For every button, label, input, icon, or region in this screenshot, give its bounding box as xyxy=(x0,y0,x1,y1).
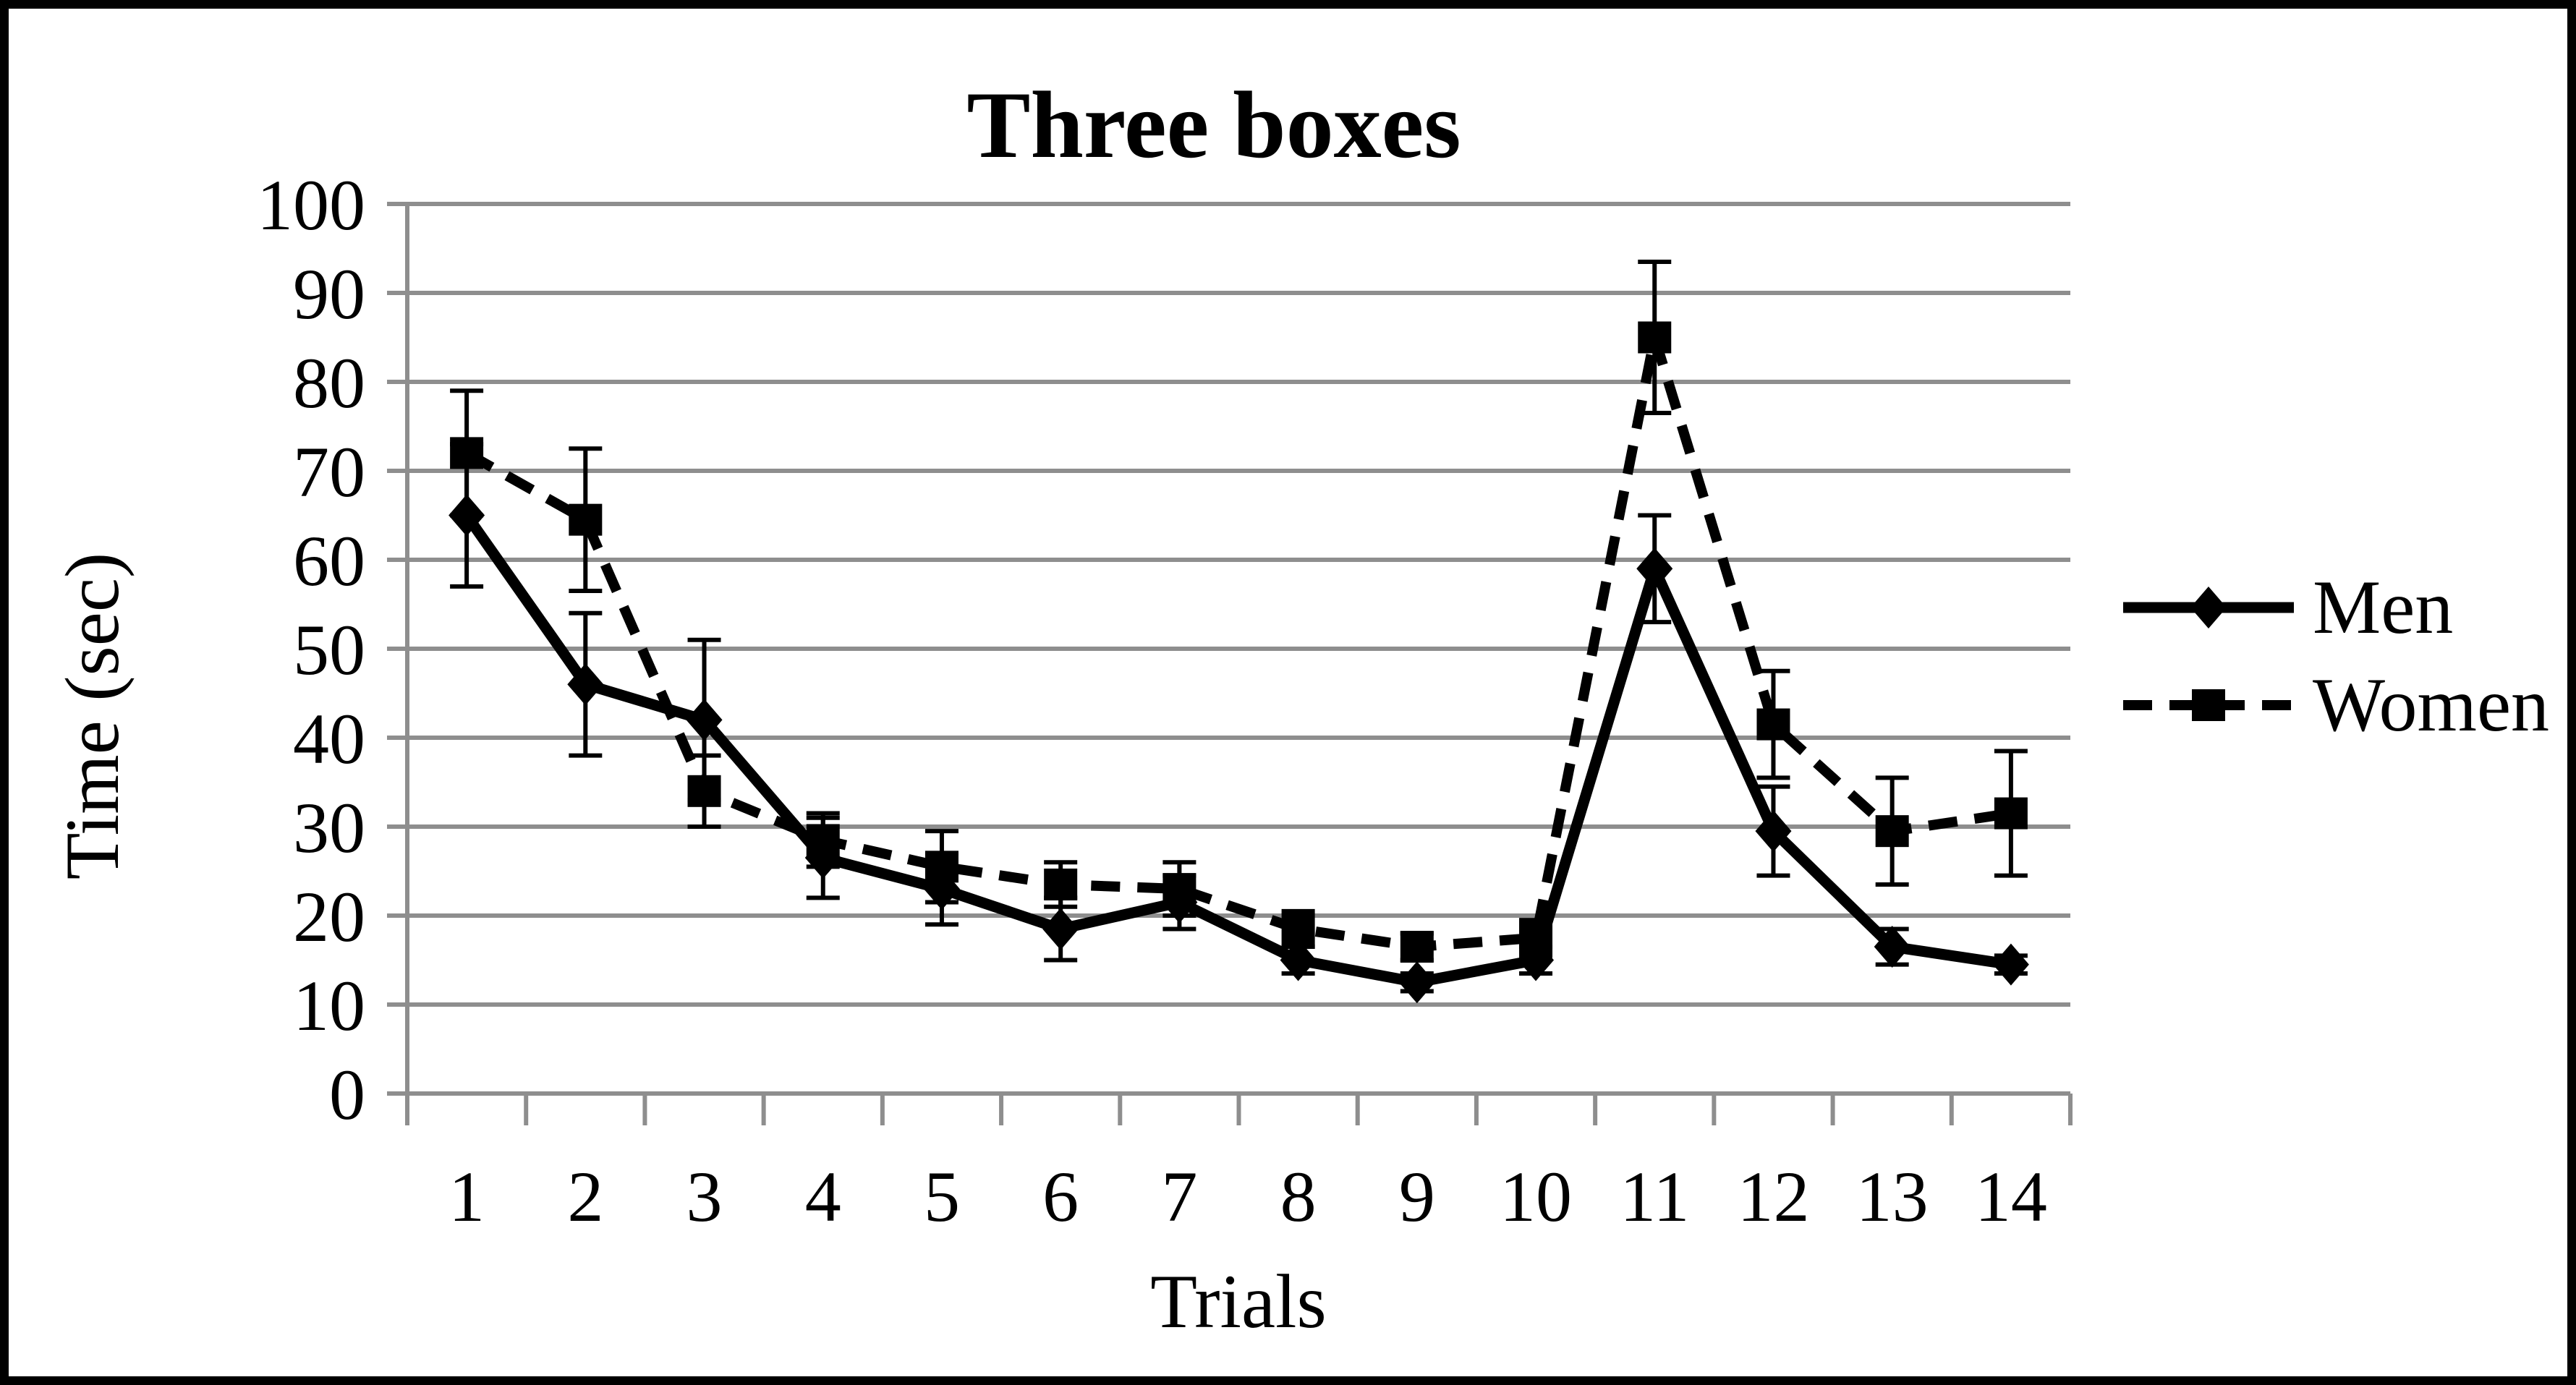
men-marker-diamond xyxy=(1755,810,1792,853)
x-tick-label: 13 xyxy=(1856,1156,1929,1237)
x-tick-label: 3 xyxy=(686,1156,723,1237)
x-tick-label: 11 xyxy=(1620,1156,1689,1237)
y-axis-title: Time (sec) xyxy=(50,552,135,880)
square-icon xyxy=(2192,689,2225,721)
legend-label-women: Women xyxy=(2313,662,2550,747)
y-tick-label: 20 xyxy=(293,877,365,957)
men-marker-diamond xyxy=(1042,908,1079,950)
women-marker-square xyxy=(1875,815,1909,848)
women-marker-square xyxy=(1400,931,1434,963)
x-tick-label: 7 xyxy=(1161,1156,1197,1237)
y-tick-label: 70 xyxy=(293,432,365,512)
x-tick-label: 2 xyxy=(567,1156,603,1237)
women-marker-square xyxy=(450,437,484,469)
women-marker-square xyxy=(1519,921,1553,954)
y-tick-label: 100 xyxy=(257,165,365,245)
y-tick-label: 60 xyxy=(293,521,365,601)
women-marker-square xyxy=(806,824,840,856)
women-marker-square xyxy=(1756,708,1790,741)
women-line xyxy=(464,332,2012,953)
x-tick-label: 1 xyxy=(449,1156,485,1237)
men-marker-diamond xyxy=(1280,939,1317,981)
men-marker-diamond xyxy=(686,699,723,741)
y-tick-label: 0 xyxy=(329,1054,365,1135)
y-tick-label: 10 xyxy=(293,966,365,1046)
men-legend-sample xyxy=(2123,587,2294,628)
legend-label-men: Men xyxy=(2313,565,2454,649)
y-tick-label: 30 xyxy=(293,788,365,868)
men-marker-diamond xyxy=(1874,926,1910,968)
diamond-icon xyxy=(2190,587,2227,628)
men-marker-diamond xyxy=(1992,943,2029,986)
x-tick-label: 14 xyxy=(1975,1156,2047,1237)
x-tick-label: 6 xyxy=(1042,1156,1079,1237)
men-marker-diamond xyxy=(1398,961,1435,1004)
y-tick-label: 90 xyxy=(293,254,365,334)
women-marker-square xyxy=(687,775,721,807)
women-marker-square xyxy=(569,503,603,536)
x-tick-label: 8 xyxy=(1280,1156,1317,1237)
x-tick-label: 12 xyxy=(1737,1156,1809,1237)
x-tick-label: 10 xyxy=(1500,1156,1572,1237)
women-marker-square xyxy=(1162,873,1196,905)
y-tick-label: 80 xyxy=(293,343,365,423)
men-marker-diamond xyxy=(449,494,485,537)
women-marker-square xyxy=(1044,868,1078,900)
x-tick-label: 4 xyxy=(805,1156,841,1237)
women-marker-square xyxy=(1638,321,1672,354)
women-marker-square xyxy=(1281,913,1315,945)
x-axis-title: Trials xyxy=(1150,1259,1327,1344)
women-marker-square xyxy=(924,851,958,883)
women-legend-sample xyxy=(2123,689,2294,721)
chart-title: Three boxes xyxy=(966,72,1461,178)
y-tick-label: 40 xyxy=(293,699,365,779)
legend-item-men: Men xyxy=(2123,563,2453,652)
x-tick-label: 9 xyxy=(1399,1156,1435,1237)
men-line xyxy=(462,512,2012,988)
y-tick-label: 50 xyxy=(293,610,365,690)
men-marker-diamond xyxy=(1636,547,1673,590)
women-marker-square xyxy=(1994,797,2028,830)
legend-item-women: Women xyxy=(2123,661,2549,749)
x-tick-label: 5 xyxy=(924,1156,960,1237)
men-marker-diamond xyxy=(567,663,604,706)
